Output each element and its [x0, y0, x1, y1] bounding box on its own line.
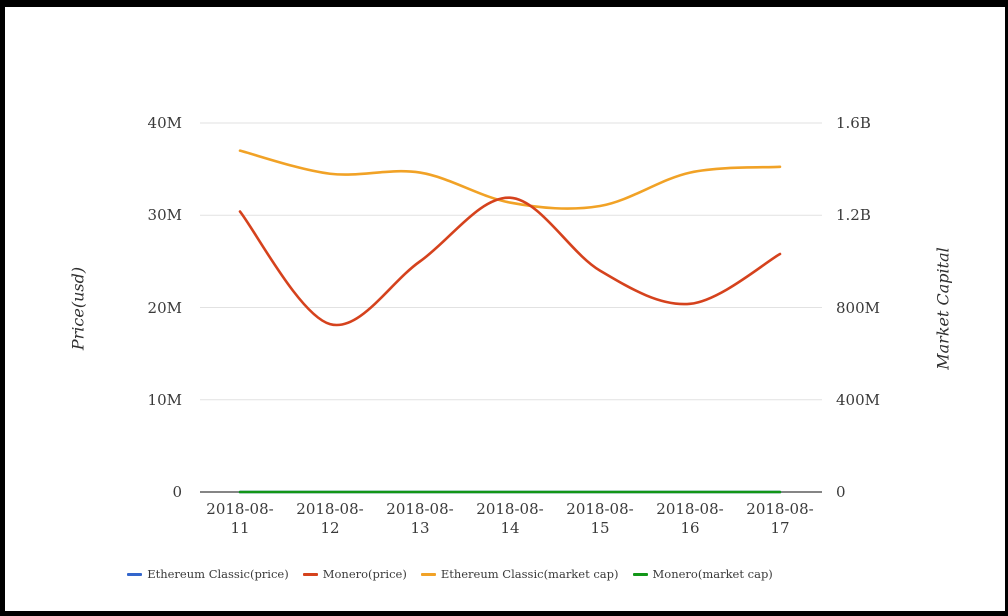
legend-item-label: Ethereum Classic(price): [147, 567, 289, 581]
right-axis-tick-label: 800M: [836, 298, 880, 317]
x-axis-tick-label: 2018-08- 13: [386, 500, 454, 537]
x-axis-tick-label: 2018-08- 17: [746, 500, 814, 537]
x-axis-tick-label: 2018-08- 11: [206, 500, 274, 537]
right-axis-tick-label: 400M: [836, 390, 880, 409]
legend-line-swatch-icon: [632, 572, 648, 576]
x-axis-tick-label: 2018-08- 14: [476, 500, 544, 537]
x-axis-tick-label: 2018-08- 16: [656, 500, 724, 537]
legend-item-label: Monero(market cap): [652, 567, 773, 581]
right-axis-tick-label: 1.2B: [836, 206, 871, 225]
x-axis-tick-label: 2018-08- 12: [296, 500, 364, 537]
chart-plot-area: [200, 122, 822, 494]
x-axis-tick-label: 2018-08- 15: [566, 500, 634, 537]
left-axis-tick-label: 0: [172, 483, 182, 501]
left-axis-tick-label: 20M: [147, 298, 182, 317]
legend-item[interactable]: Monero(market cap): [632, 567, 773, 581]
legend-item-label: Monero(price): [322, 567, 407, 581]
series-line-ethereum-classicmarket-cap: [238, 149, 782, 210]
right-axis-tick-label: 1.6B: [836, 114, 871, 132]
left-axis-tick-label: 40M: [147, 114, 182, 132]
legend-item[interactable]: Ethereum Classic(market cap): [420, 567, 619, 581]
legend-item[interactable]: Ethereum Classic(price): [127, 567, 289, 581]
legend-line-swatch-icon: [302, 572, 318, 576]
left-axis-tick-label: 30M: [147, 206, 182, 225]
legend-line-swatch-icon: [420, 572, 436, 576]
legend-item[interactable]: Monero(price): [302, 567, 407, 581]
legend-line-swatch-icon: [127, 572, 143, 576]
series-line-moneroprice: [238, 196, 782, 327]
chart-legend: Ethereum Classic(price) Monero(price) Ethe…: [0, 564, 900, 584]
right-axis-title: Market Capital: [933, 247, 953, 370]
left-axis-title: Price(usd): [68, 266, 88, 351]
legend-item-label: Ethereum Classic(market cap): [440, 567, 619, 581]
left-axis-tick-label: 10M: [147, 390, 182, 409]
right-axis-tick-label: 0: [836, 483, 846, 501]
